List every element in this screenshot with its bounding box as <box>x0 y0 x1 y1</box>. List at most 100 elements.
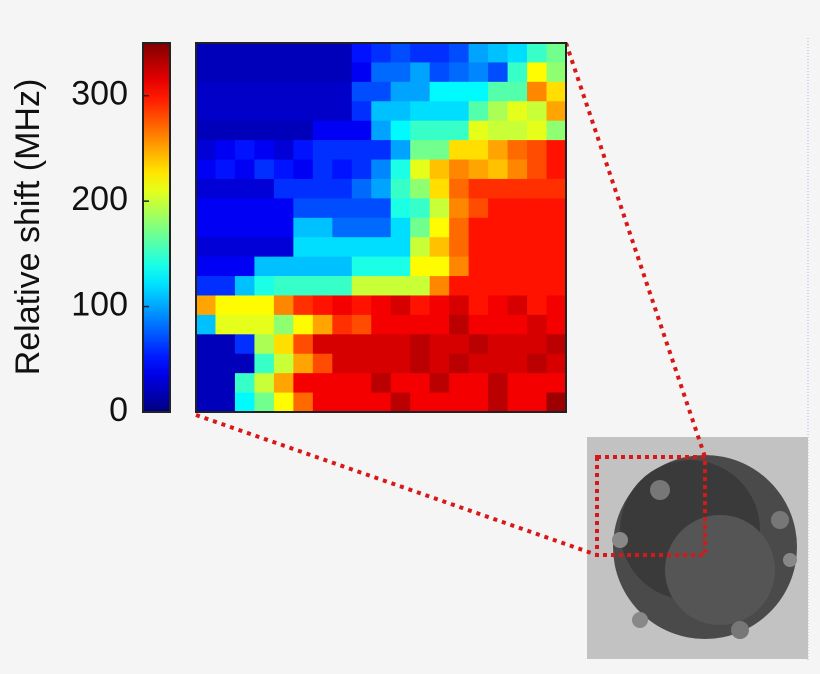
heatmap-cell <box>488 140 509 161</box>
heatmap-cell <box>293 276 314 296</box>
heatmap-cell <box>273 353 294 374</box>
heatmap-cell <box>215 392 236 413</box>
heatmap-cell <box>293 237 314 258</box>
heatmap-cell <box>254 392 275 413</box>
heatmap-cell <box>254 178 275 199</box>
heatmap-cell <box>312 81 333 102</box>
heatmap-cell <box>371 159 392 180</box>
heatmap-cell <box>332 81 353 102</box>
heatmap-cell <box>371 256 392 277</box>
heatmap-cell <box>527 237 548 258</box>
heatmap-cell <box>468 140 489 161</box>
heatmap-cell <box>273 314 294 335</box>
heatmap-cell <box>527 217 548 238</box>
heatmap-cell <box>390 392 411 413</box>
heatmap-cell <box>527 256 548 277</box>
heatmap-cell <box>410 81 431 102</box>
heatmap-cell <box>507 256 528 277</box>
heatmap-cell <box>507 295 528 316</box>
heatmap-cell <box>215 276 236 296</box>
heatmap-cell <box>429 237 450 258</box>
heatmap-cell <box>293 392 314 413</box>
heatmap-cell <box>507 392 528 413</box>
heatmap-cell <box>390 43 411 63</box>
heatmap-cell <box>507 120 528 141</box>
heatmap-cell <box>468 198 489 219</box>
heatmap-cell <box>449 217 470 238</box>
heatmap-cell <box>332 101 353 122</box>
heatmap-cell <box>488 43 509 63</box>
heatmap-cell <box>254 217 275 238</box>
heatmap-cell <box>234 314 255 335</box>
heatmap-cell <box>332 178 353 199</box>
zoom-line <box>564 42 707 458</box>
heatmap-cell <box>234 120 255 141</box>
heatmap-cell <box>390 314 411 335</box>
heatmap-cell <box>429 198 450 219</box>
heatmap-cell <box>273 159 294 180</box>
heatmap-cell <box>215 237 236 258</box>
heatmap-cell <box>488 217 509 238</box>
heatmap-cell <box>234 62 255 83</box>
heatmap-cell <box>527 62 548 83</box>
heatmap-cell <box>410 62 431 83</box>
heatmap-cell <box>527 140 548 161</box>
heatmap-cell <box>507 62 528 83</box>
heatmap-cell <box>332 373 353 394</box>
heatmap-cell <box>468 81 489 102</box>
heatmap-cell <box>546 81 567 102</box>
heatmap-cell <box>273 140 294 161</box>
heatmap-cell <box>312 276 333 296</box>
heatmap-cell <box>273 256 294 277</box>
heatmap-cell <box>273 334 294 355</box>
heatmap-cell <box>254 198 275 219</box>
heatmap-cell <box>293 159 314 180</box>
heatmap-cell <box>429 256 450 277</box>
heatmap-cell <box>351 237 372 258</box>
heatmap-cell <box>390 140 411 161</box>
heatmap-cell <box>293 334 314 355</box>
heatmap-cell <box>546 217 567 238</box>
heatmap-cell <box>429 101 450 122</box>
heatmap-cell <box>234 276 255 296</box>
heatmap-cell <box>196 120 216 141</box>
heatmap-cell <box>196 178 216 199</box>
heatmap-cell <box>410 256 431 277</box>
heatmap-cell <box>527 276 548 296</box>
heatmap-cell <box>390 120 411 141</box>
heatmap-cell <box>507 140 528 161</box>
heatmap-cell <box>215 43 236 63</box>
heatmap-cell <box>254 120 275 141</box>
heatmap-cell <box>371 178 392 199</box>
heatmap-cell <box>488 276 509 296</box>
heatmap-cell <box>234 295 255 316</box>
heatmap-cell <box>273 101 294 122</box>
heatmap-cell <box>410 140 431 161</box>
heatmap-cell <box>546 140 567 161</box>
heatmap-cell <box>468 373 489 394</box>
heatmap-cell <box>449 62 470 83</box>
heatmap-cell <box>196 256 216 277</box>
heatmap-cell <box>410 237 431 258</box>
heatmap-cell <box>429 178 450 199</box>
heatmap-cell <box>390 334 411 355</box>
heatmap-cell <box>332 120 353 141</box>
heatmap-cell <box>449 256 470 277</box>
heatmap-cell <box>351 295 372 316</box>
heatmap-cell <box>312 140 333 161</box>
heatmap-frame <box>195 42 567 413</box>
heatmap-cell <box>215 353 236 374</box>
heatmap-cell <box>527 295 548 316</box>
heatmap-cell <box>215 334 236 355</box>
heatmap-cell <box>546 120 567 141</box>
heatmap-cell <box>390 198 411 219</box>
heatmap-cell <box>410 178 431 199</box>
heatmap-cell <box>196 159 216 180</box>
heatmap-cell <box>254 62 275 83</box>
heatmap-cell <box>351 43 372 63</box>
heatmap-cell <box>371 81 392 102</box>
heatmap-cell <box>196 81 216 102</box>
heatmap-cell <box>468 392 489 413</box>
heatmap-cell <box>351 140 372 161</box>
